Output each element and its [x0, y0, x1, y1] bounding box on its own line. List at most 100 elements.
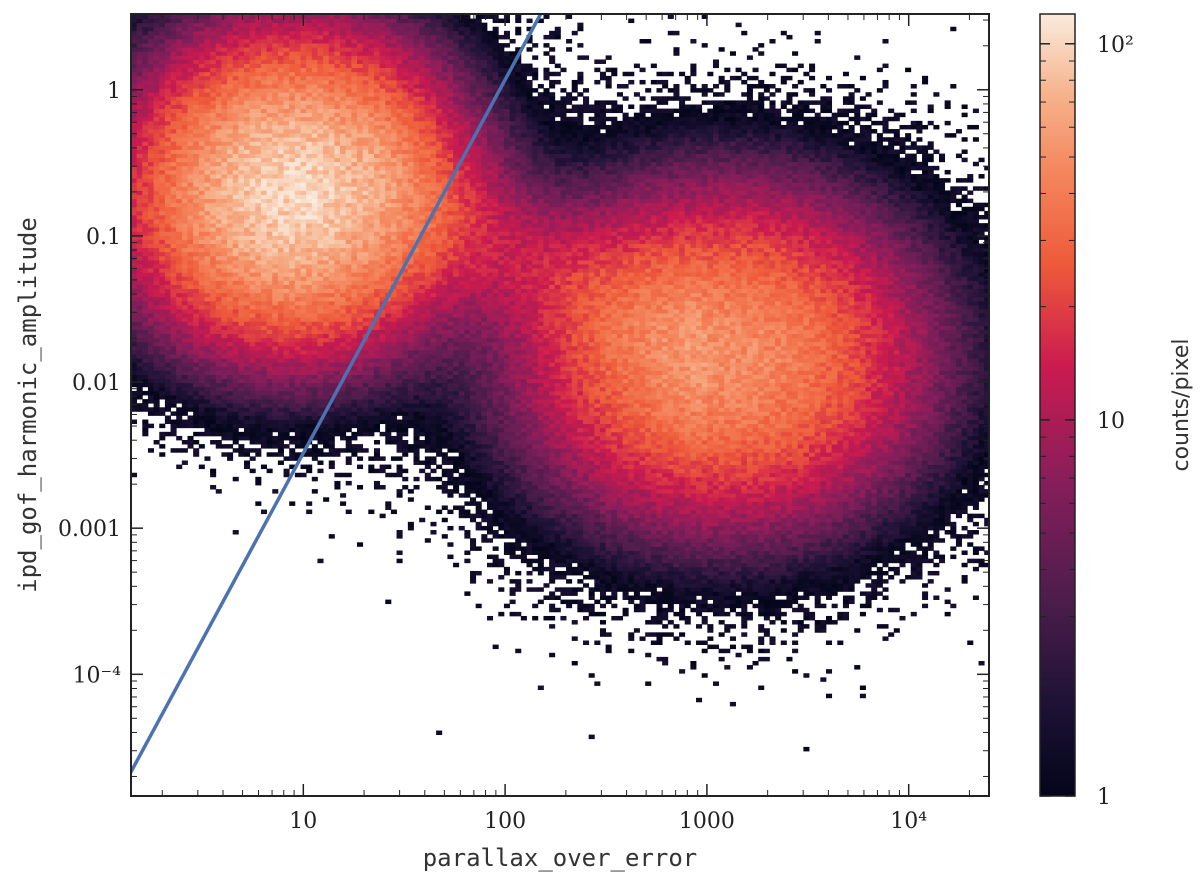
- heatmap-cell: [238, 300, 245, 306]
- heatmap-cell: [170, 239, 177, 245]
- heatmap-cell: [345, 243, 352, 249]
- heatmap-cell: [368, 243, 375, 249]
- heatmap-cell: [204, 362, 211, 367]
- heatmap-cell: [181, 349, 188, 355]
- heatmap-cell: [193, 75, 200, 81]
- heatmap-cell: [153, 337, 160, 343]
- heatmap-cell: [153, 39, 160, 44]
- heatmap-cell: [362, 378, 369, 384]
- heatmap-cell: [204, 145, 211, 150]
- heatmap-cell: [142, 190, 149, 195]
- heatmap-cell: [385, 329, 392, 335]
- heatmap-cell: [362, 141, 369, 146]
- heatmap-cell: [255, 378, 262, 384]
- heatmap-cell: [379, 182, 386, 187]
- heatmap-cell: [306, 259, 313, 265]
- heatmap-cell: [311, 104, 318, 109]
- heatmap-cell: [317, 448, 324, 453]
- heatmap-cell: [249, 366, 256, 371]
- heatmap-cell: [379, 26, 386, 32]
- heatmap-cell: [266, 435, 273, 441]
- heatmap-cell: [334, 169, 341, 175]
- heatmap-cell: [373, 104, 381, 109]
- heatmap-cell: [306, 313, 313, 318]
- heatmap-cell: [334, 411, 341, 416]
- heatmap-cell: [272, 129, 279, 134]
- heatmap-cell: [142, 178, 149, 183]
- heatmap-cell: [221, 415, 228, 420]
- heatmap-cell: [351, 431, 358, 437]
- heatmap-cell: [244, 124, 251, 130]
- heatmap-cell: [159, 112, 166, 118]
- heatmap-cell: [266, 284, 273, 290]
- heatmap-cell: [340, 92, 347, 97]
- heatmap-cell: [131, 174, 138, 179]
- heatmap-cell: [345, 169, 352, 175]
- heatmap-cell: [221, 22, 228, 28]
- heatmap-cell: [176, 337, 183, 343]
- heatmap-cell: [334, 378, 341, 384]
- heatmap-cell: [272, 403, 279, 408]
- heatmap-cell: [187, 129, 194, 134]
- heatmap-cell: [385, 26, 392, 32]
- heatmap-cell: [153, 309, 160, 314]
- heatmap-cell: [170, 259, 177, 265]
- heatmap-cell: [340, 194, 347, 199]
- heatmap-cell: [142, 382, 149, 388]
- heatmap-cell: [136, 120, 143, 126]
- heatmap-cell: [277, 55, 284, 60]
- heatmap-cell: [272, 194, 279, 199]
- heatmap-cell: [260, 182, 268, 187]
- heatmap-cell: [266, 411, 273, 416]
- heatmap-cell: [244, 108, 251, 114]
- heatmap-cell: [244, 186, 251, 191]
- heatmap-cell: [227, 317, 234, 322]
- heatmap-cell: [266, 309, 273, 314]
- heatmap-cell: [215, 157, 222, 163]
- heatmap-cell: [283, 456, 290, 461]
- heatmap-cell: [181, 22, 188, 28]
- heatmap-cell: [306, 235, 313, 240]
- heatmap-cell: [136, 386, 143, 392]
- heatmap-cell: [249, 440, 256, 445]
- heatmap-cell: [277, 129, 284, 134]
- heatmap-cell: [373, 386, 381, 392]
- heatmap-cell: [362, 18, 369, 24]
- heatmap-cell: [357, 427, 364, 433]
- heatmap-cell: [181, 362, 188, 367]
- heatmap-cell: [390, 239, 397, 245]
- heatmap-cell: [357, 280, 364, 285]
- heatmap-cell: [164, 26, 171, 32]
- heatmap-cell: [283, 419, 290, 425]
- heatmap-cell: [232, 34, 239, 40]
- heatmap-cell: [368, 468, 375, 474]
- heatmap-cell: [328, 247, 335, 253]
- heatmap-cell: [131, 161, 138, 167]
- heatmap-cell: [193, 84, 200, 89]
- heatmap-cell: [294, 18, 301, 24]
- heatmap-cell: [385, 259, 392, 265]
- heatmap-cell: [385, 227, 392, 232]
- heatmap-cell: [283, 268, 290, 273]
- heatmap-cell: [317, 88, 324, 93]
- heatmap-cell: [170, 174, 177, 179]
- heatmap-cell: [170, 313, 177, 318]
- heatmap-cell: [198, 153, 205, 159]
- heatmap-cell: [390, 157, 397, 163]
- heatmap-cell: [289, 501, 296, 506]
- heatmap-cell: [232, 427, 239, 433]
- heatmap-cell: [227, 374, 234, 380]
- heatmap-cell: [306, 96, 313, 101]
- heatmap-cell: [227, 153, 234, 159]
- heatmap-cell: [294, 317, 301, 322]
- heatmap-cell: [136, 239, 143, 245]
- heatmap-cell: [323, 112, 330, 118]
- heatmap-cell: [379, 341, 386, 347]
- heatmap-cell: [266, 399, 273, 404]
- heatmap-cell: [131, 280, 138, 285]
- heatmap-cell: [249, 161, 256, 167]
- heatmap-cell: [159, 55, 166, 60]
- heatmap-cell: [176, 157, 183, 163]
- heatmap-cell: [328, 337, 335, 343]
- heatmap-cell: [306, 149, 313, 154]
